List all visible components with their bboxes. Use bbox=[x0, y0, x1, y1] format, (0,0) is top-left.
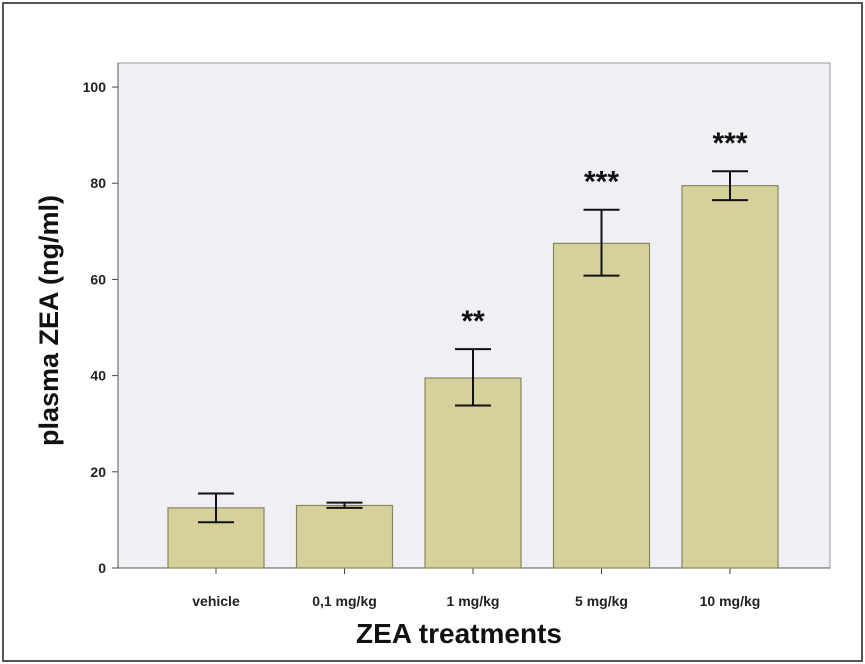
bar bbox=[295, 504, 394, 569]
error-bars bbox=[198, 170, 748, 524]
y-tick-label: 100 bbox=[83, 79, 107, 95]
y-tick-label: 0 bbox=[98, 560, 106, 576]
significance-annotations: ******** bbox=[461, 127, 748, 338]
x-tick-label: 0,1 mg/kg bbox=[312, 593, 377, 609]
significance-mark: *** bbox=[584, 166, 619, 199]
y-tick-label: 20 bbox=[90, 464, 106, 480]
bar bbox=[552, 242, 651, 569]
y-axis-title: plasma ZEA (ng/ml) bbox=[34, 195, 64, 446]
y-tick-label: 80 bbox=[90, 175, 106, 191]
y-axis: 0 20 40 60 80 100 bbox=[83, 63, 119, 576]
x-axis-title: ZEA treatments bbox=[356, 618, 562, 649]
x-tick-label: 5 mg/kg bbox=[575, 593, 628, 609]
bar bbox=[424, 377, 522, 569]
significance-mark: *** bbox=[712, 127, 747, 160]
y-tick-label: 60 bbox=[90, 271, 106, 287]
x-axis: vehicle 0,1 mg/kg 1 mg/kg 5 mg/kg 10 mg/kg bbox=[118, 567, 830, 609]
significance-mark: ** bbox=[461, 305, 485, 338]
x-tick-label: vehicle bbox=[192, 593, 240, 609]
x-tick-label: 1 mg/kg bbox=[447, 593, 500, 609]
y-tick-label: 40 bbox=[90, 368, 106, 384]
x-tick-label: 10 mg/kg bbox=[700, 593, 761, 609]
bar bbox=[681, 185, 779, 569]
